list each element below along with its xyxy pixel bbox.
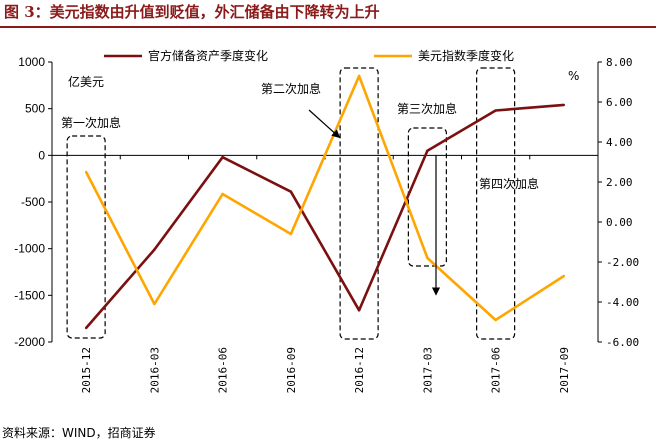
dollar-index-point [357,74,361,78]
reserve-change-point [221,156,224,159]
reserve-change-point [494,109,497,112]
legend-label: 官方储备资产季度变化 [148,48,268,63]
x-tick-label: 2017-09 [558,347,571,393]
reserve-change-point [426,149,429,152]
right-axis-unit: % [568,69,579,83]
dollar-index-point [562,274,566,278]
x-tick-label: 2016-12 [353,347,366,393]
left-tick-label: -1500 [14,288,45,302]
annotation-arrow [308,109,341,139]
reserve-change-point [289,190,293,193]
left-tick-label: -2000 [14,335,45,349]
x-tick-label: 2015-12 [80,347,93,393]
right-tick-label: 2.00 [606,176,633,189]
chart: 1000 500 0 -500 -1000 -1500 -2000 8.00 6.00 4.00 2… [14,48,639,393]
x-tick-label: 2017-06 [490,347,503,393]
hike-annotation: 第四次加息 [479,176,539,191]
x-tick-label: 2017-03 [421,347,434,393]
reserve-change-point [357,309,361,312]
hike-box [407,127,447,267]
x-tick-label: 2016-03 [148,347,161,393]
reserve-change-point [562,103,566,107]
hike-box [66,135,106,339]
right-tick-label: -2.00 [606,256,639,269]
x-tick-label: 2016-06 [217,347,230,393]
left-tick-label: 500 [25,102,45,116]
reserve-change-point [84,326,88,330]
title-rule [0,26,656,28]
x-tick-label: 2016-09 [285,347,298,393]
hike-annotation: 第三次加息 [397,101,457,116]
dollar-index-point [153,302,156,306]
dollar-index-point [426,256,429,260]
left-tick-label: 0 [38,148,45,162]
dollar-index-line [84,74,565,322]
dollar-index-point [84,170,88,174]
dollar-index-point [221,192,224,196]
dollar-index-point [494,318,497,322]
right-tick-label: 0.00 [606,216,633,229]
source-note: 资料来源：WIND，招商证券 [2,426,156,440]
left-tick-label: 1000 [18,55,45,69]
right-tick-label: -4.00 [606,296,639,309]
reserve-change-line [85,103,565,329]
chart-title: 图 3：美元指数由升值到贬值，外汇储备由下降转为上升 [4,3,380,21]
left-axis-unit: 亿美元 [68,74,104,89]
right-tick-label: 6.00 [606,96,633,109]
dollar-index-point [289,232,293,236]
left-tick-label: -500 [21,195,45,209]
left-tick-label: -1000 [14,242,45,256]
hike-annotation: 第二次加息 [261,81,321,96]
hike-annotation: 第一次加息 [61,115,121,130]
right-tick-label: 8.00 [606,56,633,69]
reserve-change-point [153,248,156,251]
legend-label: 美元指数季度变化 [418,48,514,63]
right-tick-label: 4.00 [606,136,633,149]
right-tick-label: -6.00 [606,336,639,349]
